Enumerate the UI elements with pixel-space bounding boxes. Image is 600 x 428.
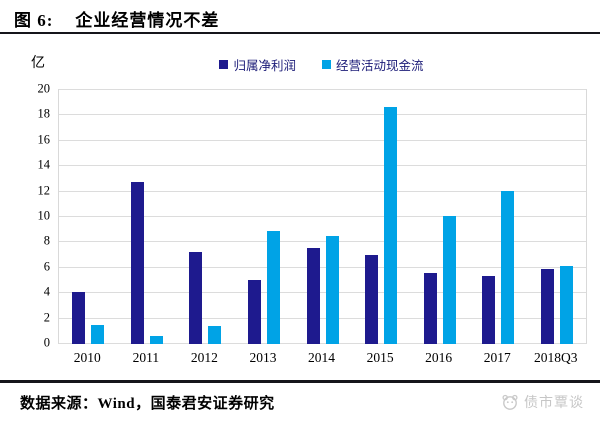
footer-divider [0,380,600,383]
y-tick-label-14: 14 [37,157,51,172]
bar-net-profit-2012 [189,252,203,344]
bar-operating-cash-flow-2012 [208,326,222,344]
bar-group-2018Q3 [528,89,587,344]
figure-title: 图 6: 企业经营情况不差 [14,6,219,31]
bar-operating-cash-flow-2013 [266,231,280,344]
bar-net-profit-2014 [306,248,320,344]
x-axis-label-2012: 2012 [190,350,218,365]
y-tick-label-12: 12 [37,183,51,198]
bar-operating-cash-flow-2011 [149,336,163,344]
y-tick-label-18: 18 [37,106,51,121]
chart-legend: 归属净利润 经营活动现金流 [58,55,585,74]
gridline-y-18 [59,114,586,115]
bar-group-2012 [176,89,235,344]
watermark-logo-icon [502,394,518,410]
y-tick-label-16: 16 [37,132,51,147]
x-axis-label-2011: 2011 [132,350,160,365]
plot-area [58,89,587,344]
figure-title-text: 企业经营情况不差 [75,11,220,30]
legend-item-1: 经营活动现金流 [322,55,424,74]
y-axis-unit-label: 亿 [31,56,45,71]
x-axis-label-2014: 2014 [308,350,336,365]
bar-operating-cash-flow-2018Q3 [559,266,573,344]
x-axis-label-2017: 2017 [483,350,511,365]
gridline-y-6 [59,267,586,268]
bar-group-2016 [410,89,469,344]
bar-groups [59,89,586,344]
watermark: 债市覃谈 [501,392,584,412]
bar-net-profit-2016 [423,273,437,344]
legend-swatch-icon [219,60,229,69]
bar-operating-cash-flow-2015 [384,107,398,344]
x-axis-label-2010: 2010 [73,350,101,365]
y-tick-label-8: 8 [43,233,50,248]
bar-group-2014 [293,89,352,344]
bar-operating-cash-flow-2016 [442,216,456,344]
bar-net-profit-2018Q3 [540,269,554,344]
bar-net-profit-2013 [247,280,261,344]
gridline-y-0 [59,343,586,344]
y-tick-label-6: 6 [43,259,50,274]
gridline-y-20 [59,89,586,90]
gridline-y-8 [59,241,586,242]
gridline-y-4 [59,292,586,293]
y-tick-label-0: 0 [43,335,50,350]
figure-label: 图 6: [14,11,54,30]
legend-swatch-icon [322,60,331,69]
y-tick-label-20: 20 [37,81,51,96]
bar-group-2017 [469,89,528,344]
bar-group-2013 [235,89,294,344]
x-axis-label-2018Q3: 2018Q3 [534,350,578,365]
x-axis-label-2016: 2016 [425,350,453,365]
bar-group-2011 [118,89,177,344]
legend-label: 经营活动现金流 [336,59,424,73]
y-axis-ticks: 0 2 4 6 8 10 12 14 16 18 20 [0,82,51,350]
title-divider [0,32,600,34]
watermark-text: 债市覃谈 [524,396,584,411]
y-tick-label-4: 4 [43,284,50,299]
bar-group-2010 [59,89,118,344]
x-axis-label-2015: 2015 [366,350,394,365]
gridline-y-10 [59,216,586,217]
gridline-y-12 [59,191,586,192]
bar-operating-cash-flow-2010 [91,325,105,344]
bar-net-profit-2017 [482,276,496,344]
source-note: 数据来源：Wind，国泰君安证券研究 [20,396,275,412]
gridline-y-16 [59,140,586,141]
x-axis-label-2013: 2013 [249,350,277,365]
gridline-y-2 [59,318,586,319]
y-tick-label-10: 10 [37,208,51,223]
bar-group-2015 [352,89,411,344]
bar-operating-cash-flow-2014 [325,236,339,344]
bar-net-profit-2015 [365,255,379,344]
x-axis-labels: 2010 2011 2012 2013 2014 2015 2016 2017 2018Q3 [58,350,585,366]
legend-item-0: 归属净利润 [219,55,296,74]
bar-operating-cash-flow-2017 [501,191,515,344]
bar-net-profit-2011 [130,182,144,344]
bar-net-profit-2010 [72,292,86,344]
y-tick-label-2: 2 [43,310,50,325]
legend-label: 归属净利润 [233,59,296,73]
gridline-y-14 [59,165,586,166]
